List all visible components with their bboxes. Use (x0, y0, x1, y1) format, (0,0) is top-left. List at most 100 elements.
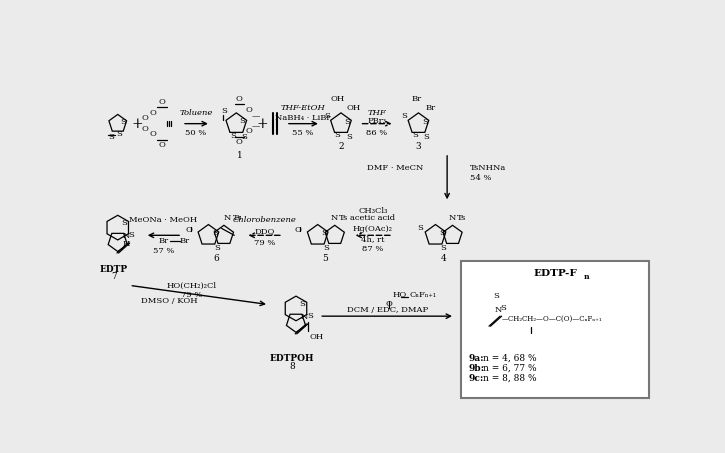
Text: Br: Br (158, 237, 168, 246)
Text: CH₃Cl₃: CH₃Cl₃ (358, 207, 387, 215)
Text: S: S (441, 244, 447, 252)
Text: Br: Br (411, 95, 421, 103)
Text: OH: OH (347, 104, 360, 112)
Text: 79 %: 79 % (181, 291, 202, 299)
Text: 55 %: 55 % (292, 129, 314, 137)
Text: S: S (439, 229, 445, 237)
Text: DMSO / KOH: DMSO / KOH (141, 297, 198, 305)
Text: S: S (307, 312, 312, 320)
Text: O: O (159, 98, 165, 106)
Text: N: N (494, 306, 502, 313)
Text: S: S (422, 118, 428, 126)
Text: N: N (223, 214, 231, 222)
Text: n = 6, 77 %: n = 6, 77 % (483, 364, 536, 373)
Text: S: S (109, 133, 115, 141)
Text: CₙFₙ₊₁: CₙFₙ₊₁ (410, 291, 437, 299)
Text: —: — (252, 123, 260, 131)
Text: Chlorobenzene: Chlorobenzene (232, 216, 296, 224)
Text: S: S (346, 133, 352, 141)
Text: 2: 2 (338, 142, 344, 151)
Text: Br: Br (180, 237, 190, 246)
Text: O: O (141, 114, 149, 122)
Text: S: S (121, 219, 127, 227)
Text: S: S (493, 292, 499, 300)
Text: 7: 7 (111, 272, 117, 281)
Text: n = 8, 88 %: n = 8, 88 % (483, 374, 536, 383)
Text: S: S (299, 300, 305, 308)
Text: N: N (301, 313, 308, 321)
Text: O: O (245, 106, 252, 114)
Text: HO(CH₂)₂Cl: HO(CH₂)₂Cl (166, 281, 217, 289)
Text: —: — (252, 112, 260, 120)
Text: 86 %: 86 % (366, 129, 387, 137)
Text: O: O (186, 226, 192, 235)
Text: 3: 3 (415, 142, 421, 151)
Text: OH: OH (310, 333, 324, 341)
Text: O: O (245, 127, 252, 135)
Text: HO: HO (393, 291, 407, 299)
Text: Ts: Ts (233, 214, 241, 222)
Text: S: S (214, 244, 220, 252)
Text: O: O (149, 130, 156, 139)
Text: n: n (584, 273, 589, 281)
Text: S: S (230, 132, 236, 140)
Text: S: S (418, 224, 423, 232)
Text: O: O (149, 109, 156, 117)
Text: +: + (257, 117, 268, 130)
Text: O: O (159, 141, 165, 149)
Text: 8: 8 (289, 362, 295, 371)
Text: S: S (402, 112, 407, 120)
Text: 50 %: 50 % (186, 129, 207, 137)
Text: S: S (212, 229, 218, 237)
Text: O: O (141, 125, 149, 133)
Text: EDTP-F: EDTP-F (534, 270, 578, 278)
Text: N: N (331, 214, 338, 222)
Text: 54 %: 54 % (471, 173, 492, 182)
Text: PBr₃: PBr₃ (367, 117, 386, 125)
Text: 9b:: 9b: (469, 364, 485, 373)
Bar (461, 261, 649, 398)
Text: S: S (323, 244, 329, 252)
Text: 6: 6 (213, 254, 219, 263)
Text: N: N (123, 232, 130, 241)
Text: acetic acid: acetic acid (350, 214, 395, 222)
Text: O: O (386, 300, 392, 308)
Text: 1: 1 (237, 151, 243, 160)
Text: 5: 5 (323, 254, 328, 263)
Text: S: S (120, 118, 125, 125)
Text: 4: 4 (440, 254, 446, 263)
Text: DMF · MeCN: DMF · MeCN (368, 164, 424, 172)
Text: Br: Br (426, 104, 436, 112)
Text: H: H (123, 240, 130, 248)
Text: S: S (128, 231, 135, 239)
Text: Hg(OAc)₂: Hg(OAc)₂ (353, 225, 393, 233)
Text: S: S (335, 131, 341, 140)
Text: OH: OH (331, 95, 345, 103)
Text: 57 %: 57 % (153, 247, 174, 255)
Text: S: S (501, 304, 507, 313)
Text: O: O (294, 226, 302, 235)
Text: Toluene: Toluene (179, 109, 212, 117)
Text: 9c:: 9c: (469, 374, 484, 383)
Text: S: S (239, 117, 245, 125)
Text: 9a:: 9a: (469, 354, 484, 363)
Text: n = 4, 68 %: n = 4, 68 % (483, 354, 536, 363)
Text: 87 %: 87 % (362, 245, 384, 253)
Text: S: S (324, 112, 330, 120)
Text: TsNHNa: TsNHNa (471, 164, 507, 172)
Text: EDTP: EDTP (100, 265, 128, 274)
Text: O: O (236, 95, 243, 103)
Text: S: S (222, 107, 228, 115)
Text: 79 %: 79 % (254, 239, 275, 247)
Text: DDQ: DDQ (254, 226, 274, 235)
Text: THF-EtOH: THF-EtOH (281, 104, 326, 112)
Text: MeONa · MeOH: MeONa · MeOH (129, 216, 198, 224)
Text: S: S (423, 133, 429, 141)
Text: O: O (236, 138, 243, 146)
Text: Ts: Ts (457, 214, 466, 222)
Text: 4h, rt: 4h, rt (361, 235, 384, 243)
Text: THF: THF (368, 109, 386, 117)
Text: +: + (131, 117, 143, 130)
Text: N: N (448, 214, 455, 222)
Text: Ts: Ts (339, 214, 349, 222)
